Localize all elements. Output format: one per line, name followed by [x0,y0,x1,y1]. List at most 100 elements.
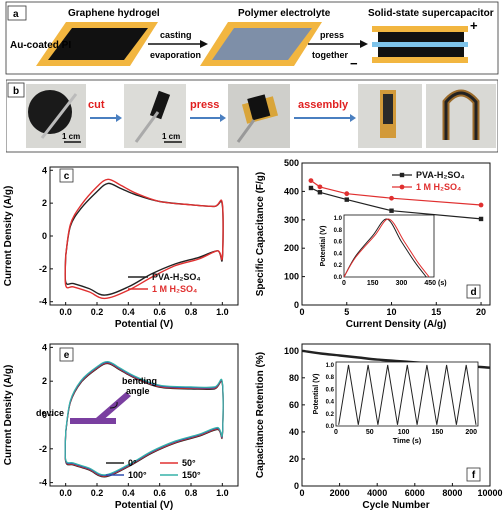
bottom-electrode-gold [372,57,468,63]
inset-x-tick-label: 100 [398,429,410,436]
inset-y-tick-label: 0.4 [334,251,343,257]
inset-y-tick-label: 1.0 [326,363,335,369]
minus-sign: − [350,56,358,71]
panel-c-letter: c [64,171,70,182]
inset-y-tick-label: 0.2 [326,412,335,418]
capacitance-point [478,202,484,208]
x-tick-label: 1.0 [216,307,229,317]
y-tick-label: -4 [39,297,47,307]
y-tick-label: 0 [294,481,299,491]
legend-label-1: 50° [182,458,196,468]
inset-x-tick-label: 0 [342,280,346,287]
panel-a: a Graphene hydrogel Au-coated PI casting… [5,1,499,75]
y-tick-label: 300 [284,215,299,225]
inset-y-tick-label: 1.0 [334,216,343,222]
step-cut: cut [88,99,105,111]
x-tick-label: 0.6 [153,488,166,498]
legend-label-1: 1 M H₂SO₄ [152,284,197,294]
x-tick-label: 0.2 [91,488,104,498]
x-tick-label: 5 [344,307,349,317]
inset-x-tick-label: 50 [366,429,374,436]
x-tick-label: 0.4 [122,488,135,498]
inset-x-tick-label: 450 [424,280,436,287]
capacitance-point [344,191,350,197]
inset-x-tick-label: 300 [396,280,408,287]
x-tick-label: 10 [387,307,397,317]
x-tick-label: 4000 [367,488,387,498]
photo-assembled-device [358,84,422,148]
y-tick-label: 100 [284,272,299,282]
x-axis-title: Cycle Number [362,500,429,511]
plot-frame [301,162,491,306]
panel-a-letter: a [13,9,19,20]
y-axis-title: Current Density (A/g) [3,365,14,466]
inset-y-tick-label: 0.0 [334,275,343,281]
x-tick-label: 0.8 [185,488,198,498]
y-tick-label: -4 [39,478,47,488]
scale-bar-1: 1 cm [62,132,80,141]
inset-y-tick-label: 0.0 [326,424,335,430]
inset-y-title: Potential (V) [313,374,320,415]
capacitance-point [317,184,323,190]
y-tick-label: 0 [294,300,299,310]
y-tick-label: 0 [42,231,47,241]
x-axis-title: Current Density (A/g) [346,319,447,330]
x-axis-title: Potential (V) [115,319,173,330]
inset-y-title: Potential (V) [320,226,327,267]
y-tick-label: -2 [39,444,47,454]
x-tick-label: 0.6 [153,307,166,317]
photo-cut-strip: 1 cm [124,84,186,148]
photo-graphene-disk: 1 cm [26,84,86,148]
x-axis-title: Potential (V) [115,500,173,511]
polymer-electrolyte-film [212,28,312,60]
together-label: together [312,50,348,60]
y-axis-title: Capacitance Retention (%) [255,352,266,478]
supercapacitor-label: Solid-state supercapacitor [368,8,494,19]
bent-device-icon [96,392,131,422]
y-tick-label: 0 [42,410,47,420]
device-strip-icon [70,418,116,424]
chart-f: 0 2000 4000 6000 8000 10000020406080100Cycle … [255,343,503,511]
inset-x-title: (s) [438,280,447,287]
y-tick-label: 80 [289,373,299,383]
cv-curve-1 [64,178,224,300]
y-tick-label: 400 [284,186,299,196]
x-tick-label: 8000 [442,488,462,498]
bending-cv-curve-3 [64,360,224,476]
device-label: device [36,408,64,418]
inset-y-tick-label: 0.8 [326,375,335,381]
x-tick-label: 1.0 [216,488,229,498]
y-tick-label: 100 [284,346,299,356]
casting-label: casting [160,30,192,40]
panel-f-letter: f [472,470,476,481]
capacitance-point [317,190,323,195]
x-tick-label: 6000 [405,488,425,498]
graphene-hydrogel-film [48,28,148,60]
x-tick-label: 0 [299,488,304,498]
legend-label-2: 100° [128,470,147,480]
panel-c-letter-box [59,168,74,183]
x-tick-label: 0.4 [122,307,135,317]
top-electrode-graphene [378,32,464,42]
y-axis-title: Current Density (A/g) [3,186,14,287]
inset-y-tick-label: 0.6 [326,387,335,393]
inset-y-tick-label: 0.2 [334,263,343,269]
y-tick-label: -2 [39,264,47,274]
x-tick-label: 2000 [330,488,350,498]
y-tick-label: 2 [42,198,47,208]
legend-label-0: PVA-H₂SO₄ [416,170,465,180]
y-tick-label: 20 [289,454,299,464]
capacitance-point [478,216,484,222]
y-tick-label: 4 [42,342,47,352]
legend-marker-0 [399,172,405,178]
inset-x-title: Time (s) [393,436,422,445]
inset-y-tick-label: 0.4 [326,400,335,406]
legend-label-3: 150° [182,470,201,480]
capacitance-point [389,195,394,201]
top-electrode-gold [372,26,468,32]
capacitance-point [308,178,314,184]
panel-f-letter-box [466,467,481,482]
inset-y-tick-label: 0.8 [334,228,343,234]
evaporation-label: evaporation [150,50,201,60]
